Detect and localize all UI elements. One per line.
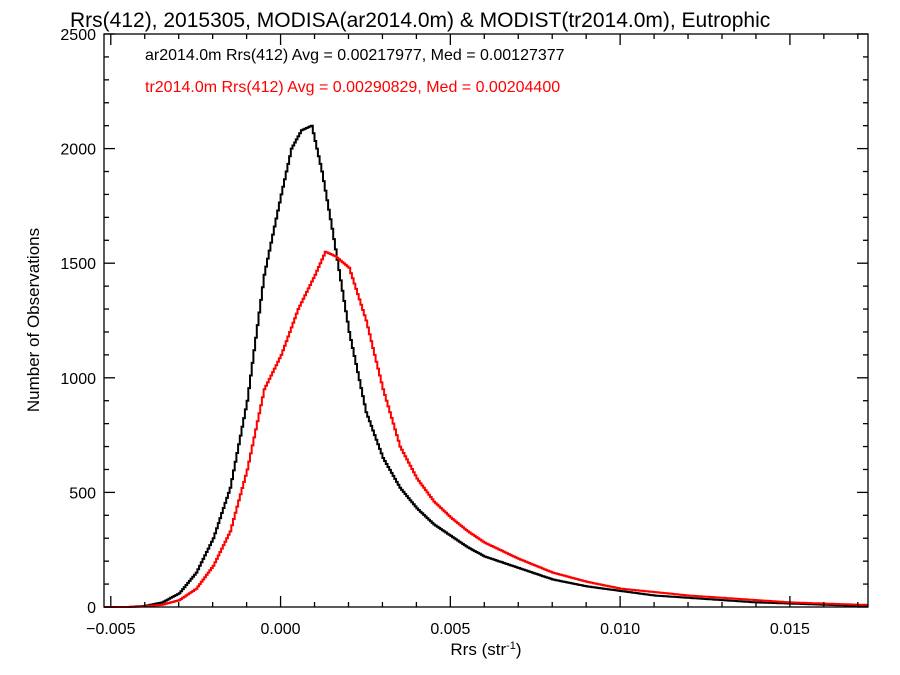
y-axis-title: Number of Observations [24,228,43,412]
y-tick-label: 2500 [60,27,96,44]
legend-entry-ar2014: ar2014.0m Rrs(412) Avg = 0.00217977, Med… [145,47,565,64]
plot-area: −0.005 0.000 0.005 0.010 0.015 0 500 1000 1500 20… [60,27,869,638]
x-tick-label: 0.005 [430,621,470,638]
y-tick-label: 1500 [60,256,96,273]
series-layer [104,124,868,608]
y-tick-label: 0 [87,600,96,617]
x-tick-label: 0.015 [770,621,810,638]
series-line-0 [104,124,868,608]
ticks-layer: −0.005 0.000 0.005 0.010 0.015 0 500 1000 1500 20… [60,27,868,638]
plot-frame [103,33,869,608]
series-line-1 [104,250,868,608]
y-tick-label: 500 [69,485,96,502]
x-tick-label: −0.005 [86,621,135,638]
legend-entry-tr2014: tr2014.0m Rrs(412) Avg = 0.00290829, Med… [145,79,560,96]
legend: ar2014.0m Rrs(412) Avg = 0.00217977, Med… [145,47,565,96]
x-axis-title-superscript: -1 [506,640,516,652]
y-tick-label: 1000 [60,371,96,388]
x-axis-title-end: ) [516,640,522,659]
y-tick-label: 2000 [60,142,96,159]
chart-title: Rrs(412), 2015305, MODISA(ar2014.0m) & M… [70,9,770,32]
x-tick-label: 0.010 [600,621,640,638]
x-tick-label: 0.000 [261,621,301,638]
x-axis-title: Rrs (str-1) [450,640,521,659]
x-axis-title-main: Rrs (str [450,640,506,659]
